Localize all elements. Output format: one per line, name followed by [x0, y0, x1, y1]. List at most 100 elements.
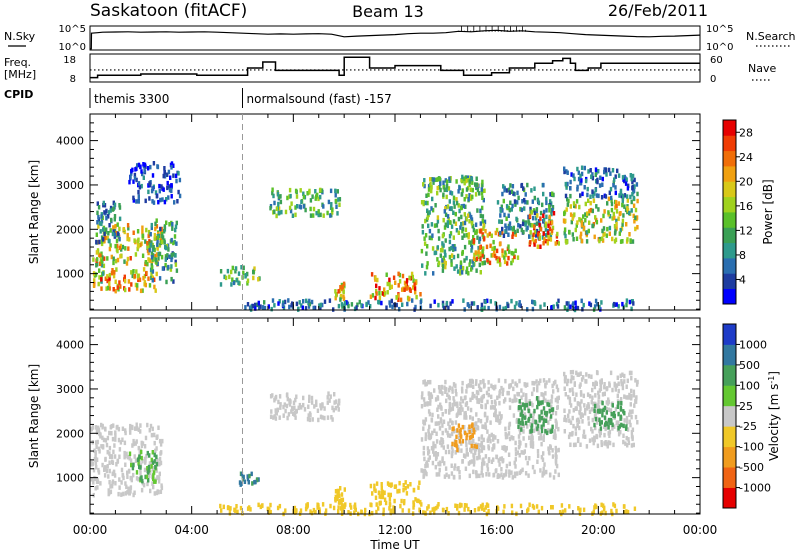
heatmap-cell [461, 188, 464, 193]
heatmap-cell [353, 504, 356, 510]
heatmap-cell [112, 287, 115, 292]
heatmap-cell [104, 456, 107, 462]
heatmap-cell [90, 462, 93, 467]
heatmap-cell [166, 180, 169, 186]
heatmap-cell [113, 214, 117, 219]
cpid-label: CPID [4, 88, 33, 101]
heatmap-cell [461, 424, 464, 430]
heatmap-cell [508, 473, 511, 478]
heatmap-cell [101, 425, 104, 430]
heatmap-cell [293, 412, 296, 417]
heatmap-cell [596, 177, 599, 183]
heatmap-cell [455, 413, 458, 418]
heatmap-cell [471, 180, 474, 185]
heatmap-cell [416, 498, 419, 503]
heatmap-cell [460, 441, 463, 446]
heatmap-cell [289, 208, 293, 214]
heatmap-cell [479, 443, 482, 448]
heatmap-cell [154, 221, 157, 227]
heatmap-cell [312, 213, 315, 218]
heatmap-cell [94, 425, 98, 430]
heatmap-cell [288, 187, 292, 193]
heatmap-cell [130, 462, 133, 468]
heatmap-cell [445, 472, 448, 478]
heatmap-cell [339, 285, 342, 290]
heatmap-cell [592, 193, 595, 199]
heatmap-cell [168, 187, 172, 193]
heatmap-cell [311, 194, 314, 199]
heatmap-cell [463, 212, 466, 217]
heatmap-cell [475, 256, 479, 262]
heatmap-cell [130, 270, 133, 275]
heatmap-cell [465, 384, 469, 389]
heatmap-cell [169, 267, 173, 272]
heatmap-cell [567, 301, 570, 306]
heatmap-cell [108, 286, 111, 291]
heatmap-cell [450, 431, 454, 437]
heatmap-cell [398, 488, 401, 494]
heatmap-cell [490, 383, 493, 389]
heatmap-cell [619, 416, 622, 421]
heatmap-cell [520, 427, 523, 432]
heatmap-cell [602, 407, 605, 413]
heatmap-cell [337, 407, 340, 412]
heatmap-cell [291, 301, 294, 306]
heatmap-cell [172, 252, 175, 257]
heatmap-cell [323, 406, 326, 411]
heatmap-cell [514, 457, 517, 462]
heatmap-cell [454, 388, 457, 393]
heatmap-cell [129, 485, 133, 490]
heatmap-cell [576, 438, 580, 444]
heatmap-cell [502, 458, 505, 463]
heatmap-cell [136, 238, 140, 244]
heatmap-cell [178, 193, 182, 199]
heatmap-cell [388, 285, 392, 290]
heatmap-cell [554, 397, 558, 403]
heatmap-cell [551, 448, 554, 453]
heatmap-cell [560, 503, 564, 508]
heatmap-cell [144, 282, 147, 288]
colorbar-tick-label: 100 [739, 379, 760, 392]
heatmap-cell [484, 228, 487, 234]
heatmap-cell [512, 191, 515, 196]
heatmap-cell [94, 272, 98, 277]
heatmap-cell [108, 238, 111, 244]
heatmap-cell [232, 280, 236, 286]
heatmap-cell [435, 223, 439, 228]
heatmap-cell [613, 503, 617, 509]
heatmap-cell [250, 471, 253, 477]
heatmap-cell [529, 413, 533, 419]
heatmap-cell [326, 395, 329, 400]
heatmap-cell [339, 293, 343, 299]
heatmap-cell [230, 269, 233, 275]
heatmap-cell [518, 302, 521, 308]
heatmap-cell [473, 430, 476, 435]
heatmap-cell [548, 409, 551, 414]
heatmap-cell [455, 443, 458, 449]
heatmap-cell [136, 163, 139, 168]
heatmap-cell [305, 298, 308, 304]
heatmap-cell [550, 404, 553, 409]
heatmap-cell [435, 472, 438, 477]
heatmap-cell [146, 422, 149, 428]
heatmap-cell [429, 392, 433, 397]
heatmap-cell [104, 276, 107, 281]
heatmap-cell [452, 235, 455, 240]
heatmap-cell [456, 401, 459, 406]
heatmap-cell [476, 305, 479, 310]
heatmap-cell [531, 236, 534, 242]
heatmap-cell [414, 290, 417, 295]
heatmap-cell [622, 439, 625, 445]
heatmap-cell [549, 416, 552, 421]
heatmap-cell [467, 232, 470, 237]
heatmap-cell [542, 466, 545, 472]
heatmap-cell [110, 454, 113, 459]
heatmap-cell [599, 426, 603, 431]
heatmap-cell [309, 206, 312, 212]
heatmap-cell [439, 248, 443, 253]
heatmap-cell [349, 505, 353, 510]
heatmap-cell [164, 257, 167, 262]
heatmap-cell [95, 250, 99, 255]
heatmap-cell [175, 241, 178, 246]
heatmap-cell [487, 392, 490, 398]
